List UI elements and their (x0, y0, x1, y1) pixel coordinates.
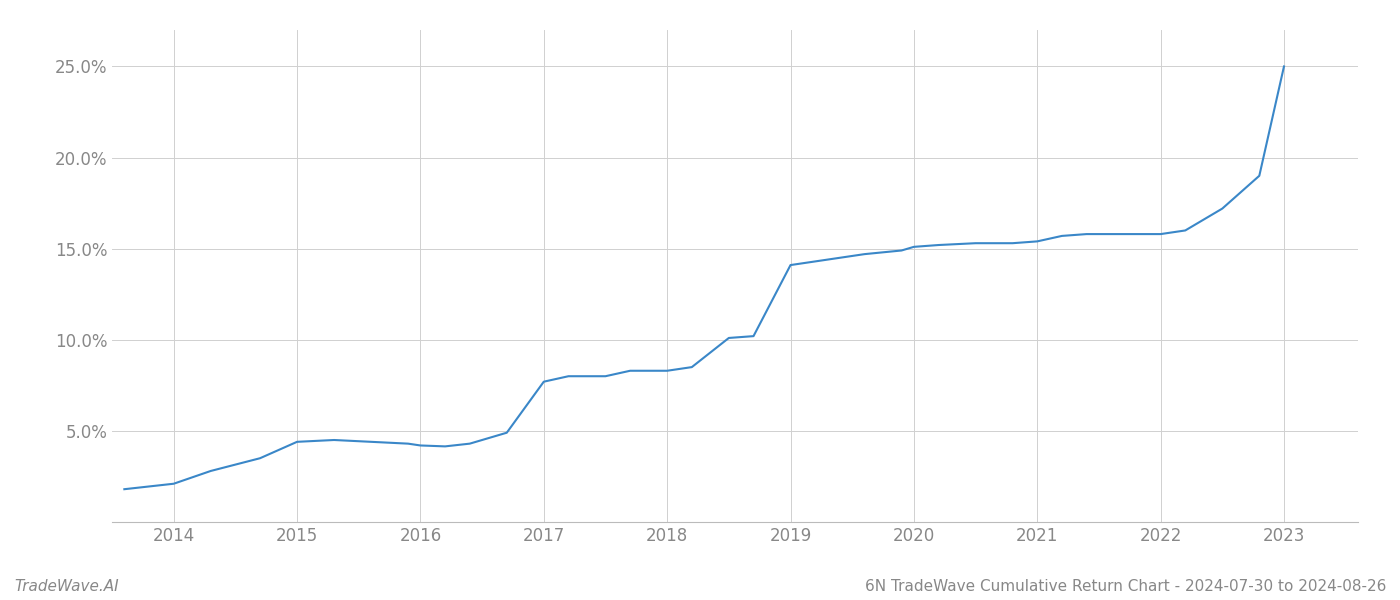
Text: TradeWave.AI: TradeWave.AI (14, 579, 119, 594)
Text: 6N TradeWave Cumulative Return Chart - 2024-07-30 to 2024-08-26: 6N TradeWave Cumulative Return Chart - 2… (865, 579, 1386, 594)
